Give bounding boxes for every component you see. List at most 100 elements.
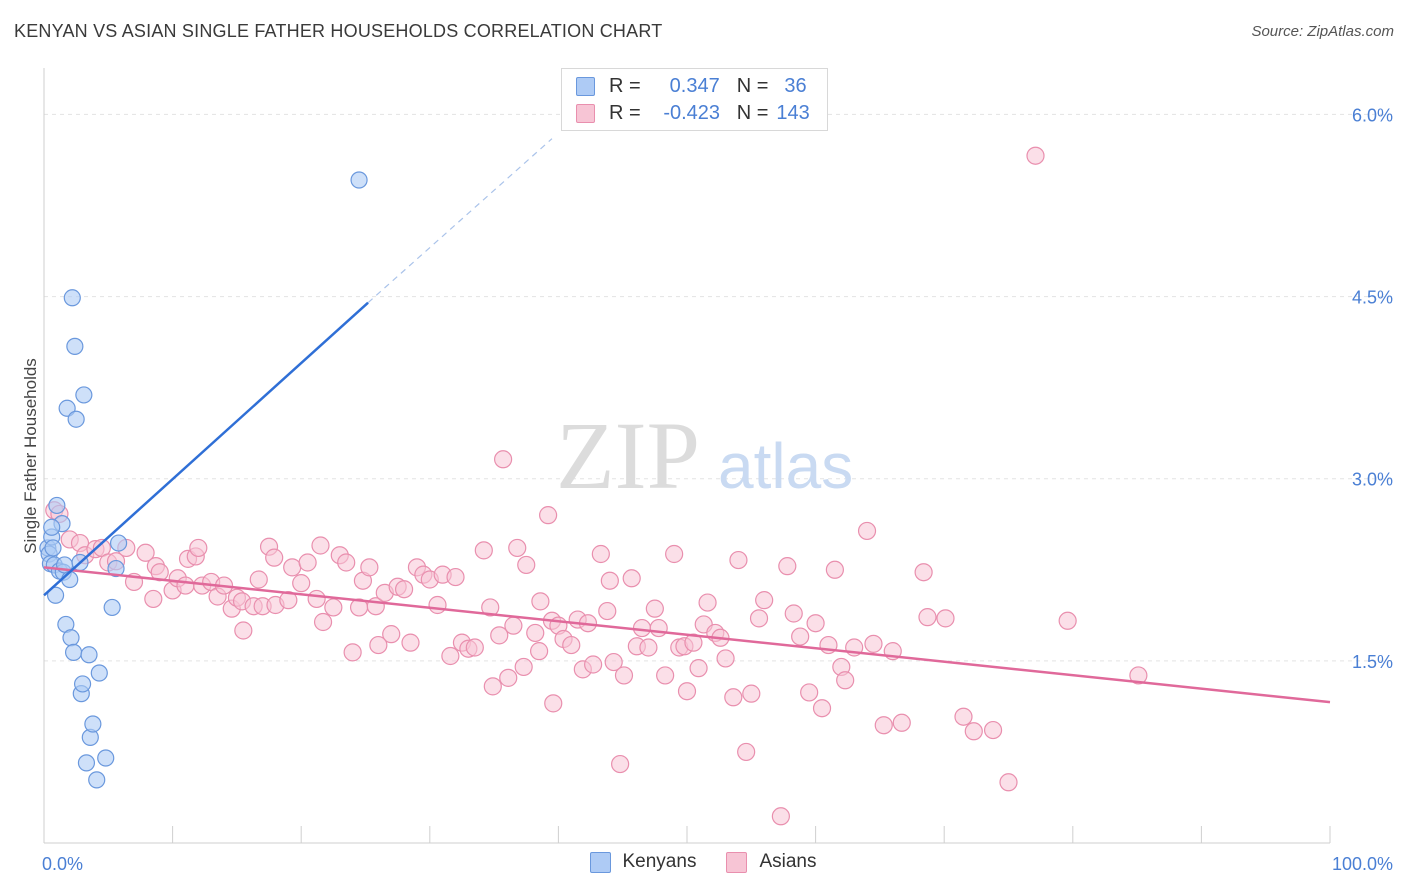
- asian-point: [749, 609, 769, 628]
- source-label: Source: ZipAtlas.com: [1251, 23, 1394, 40]
- asian-point: [337, 553, 356, 572]
- kenyan-point: [44, 539, 62, 557]
- kenyan-point: [67, 410, 85, 428]
- kenyan-point: [97, 749, 115, 767]
- asian-point: [611, 754, 630, 774]
- asian-point: [446, 567, 465, 587]
- kenyan-point: [103, 598, 121, 617]
- asian-point: [189, 538, 208, 558]
- asian-point: [864, 634, 883, 653]
- asian-point: [791, 627, 810, 646]
- asian-point: [983, 720, 1003, 740]
- asian-point: [598, 601, 617, 621]
- y-tick-label: 3.0%: [1352, 470, 1393, 490]
- chart-title: KENYAN VS ASIAN SINGLE FATHER HOUSEHOLDS…: [14, 21, 663, 41]
- kenyan-trend-line: [43, 301, 369, 597]
- kenyan-legend-icon: [589, 851, 611, 873]
- asian-point: [531, 592, 550, 611]
- asian-point: [401, 633, 420, 652]
- asian-point: [313, 612, 333, 632]
- legend-n-label: N =: [736, 101, 769, 124]
- watermark-zip: ZIP: [556, 402, 700, 509]
- legend-label-kenyans: Kenyans: [622, 851, 697, 872]
- asian-point: [936, 609, 955, 628]
- asian-point: [755, 591, 774, 610]
- asian-point: [698, 593, 717, 612]
- asian-point: [716, 649, 735, 668]
- legend-n-value: 143: [776, 101, 810, 124]
- asian-point: [136, 543, 155, 562]
- asian-point: [465, 638, 484, 657]
- asian-point: [176, 576, 195, 595]
- kenyan-point: [90, 664, 108, 682]
- asian-point: [954, 707, 973, 726]
- asian-point: [836, 671, 855, 690]
- legend-row-kenyans: R = 0.347 N = 36: [576, 74, 807, 98]
- asian-point: [544, 694, 563, 713]
- asian-point: [639, 638, 658, 657]
- asian-point: [892, 713, 911, 732]
- asian-point: [778, 557, 797, 576]
- asian-point: [614, 666, 634, 685]
- asian-point: [394, 580, 414, 599]
- legend-r-value: 0.347: [669, 74, 720, 97]
- asian-point: [428, 595, 447, 615]
- asian-point: [825, 560, 844, 579]
- asian-point: [517, 555, 536, 575]
- y-tick-label: 4.5%: [1352, 288, 1393, 308]
- asian-point: [600, 571, 619, 590]
- asian-point: [311, 536, 330, 555]
- legend-n-value: 36: [784, 74, 807, 97]
- y-tick-label: 1.5%: [1352, 652, 1393, 672]
- kenyan-point: [63, 289, 81, 307]
- asian-point: [800, 683, 819, 702]
- asian-point: [622, 569, 641, 588]
- asian-point: [292, 574, 311, 593]
- asian-point: [490, 626, 509, 645]
- asian-point: [1026, 146, 1045, 165]
- legend-item-asians: Asians: [726, 851, 816, 873]
- asian-point: [918, 608, 937, 627]
- asian-point: [279, 591, 298, 610]
- x-tick-label-min: 0.0%: [42, 854, 83, 874]
- legend-r-value: -0.423: [663, 101, 721, 124]
- kenyan-point: [64, 643, 83, 661]
- asian-point: [307, 589, 326, 609]
- asian-point: [729, 550, 748, 570]
- watermark-atlas: atlas: [718, 430, 853, 502]
- series-legend: Kenyans Asians: [0, 851, 1406, 873]
- asian-point: [474, 541, 493, 560]
- asian-point: [441, 646, 460, 666]
- y-axis-label: Single Father Households: [21, 358, 40, 554]
- asian-point: [508, 538, 527, 558]
- legend-row-asians: R = -0.423 N = 143: [576, 101, 810, 125]
- asian-point: [857, 521, 877, 541]
- asian-point: [584, 655, 603, 674]
- asian-point: [539, 506, 558, 525]
- grid-lines: [44, 113, 1392, 662]
- asian-point: [591, 544, 610, 564]
- asian-point: [737, 742, 756, 762]
- kenyan-point: [109, 534, 128, 552]
- asian-point: [483, 677, 502, 696]
- asian-swatch-icon: [576, 103, 595, 123]
- x-tick-label-max: 100.0%: [1332, 854, 1393, 874]
- asian-point: [914, 563, 933, 582]
- asian-point: [724, 688, 743, 707]
- legend-item-kenyans: Kenyans: [589, 851, 697, 873]
- asian-point: [562, 635, 581, 655]
- asian-point: [499, 668, 518, 687]
- legend-r-label: R =: [609, 101, 641, 124]
- correlation-legend: R = 0.347 N = 36 R = -0.423 N = 143: [561, 68, 828, 131]
- kenyan-point: [43, 518, 61, 536]
- asian-point: [665, 544, 684, 564]
- asian-point: [649, 618, 668, 638]
- asian-point: [514, 657, 533, 677]
- kenyan-points: [39, 171, 368, 789]
- y-tick-label: 6.0%: [1352, 105, 1393, 125]
- asian-point: [689, 659, 708, 678]
- kenyan-point: [66, 337, 84, 355]
- asian-point: [265, 548, 284, 567]
- kenyan-trend-extension: [367, 138, 553, 304]
- asian-point: [144, 589, 163, 609]
